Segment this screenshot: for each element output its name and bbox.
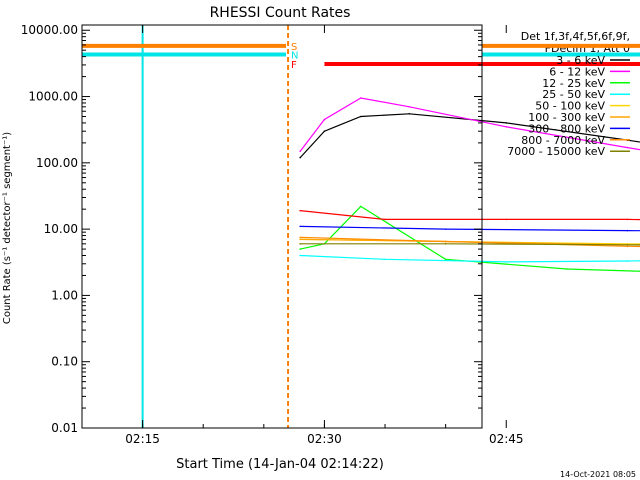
data-point xyxy=(505,218,508,221)
series-line xyxy=(300,238,640,245)
data-point xyxy=(626,244,629,246)
series-line xyxy=(300,243,640,246)
legend-item-label: 100 - 300 keV xyxy=(528,111,605,124)
data-point xyxy=(299,243,301,245)
y-tick-label: 10.00 xyxy=(44,222,78,236)
data-point xyxy=(359,97,362,99)
data-point xyxy=(626,245,629,248)
y-axis-label: Count Rate (s⁻¹ detector⁻¹ segment⁻¹) xyxy=(2,132,13,324)
legend-item-label: 3 - 6 keV xyxy=(556,54,605,67)
y-tick-label: 0.01 xyxy=(51,421,78,435)
timestamp-footer: 14-Oct-2021 08:05 xyxy=(560,470,636,479)
data-point xyxy=(299,254,301,257)
data-point xyxy=(408,112,411,115)
data-point xyxy=(299,238,301,241)
series-line-red xyxy=(300,210,640,221)
y-tick-label: 0.10 xyxy=(51,355,78,369)
data-point xyxy=(408,106,411,108)
data-point xyxy=(323,118,326,121)
data-point xyxy=(626,146,629,149)
legend-item-label: 25 - 50 keV xyxy=(542,88,605,101)
legend-item-label: 800 - 7000 keV xyxy=(521,134,605,147)
y-tick-label: 10000.00 xyxy=(21,23,78,37)
data-point xyxy=(299,236,301,239)
data-point xyxy=(626,218,629,221)
x-tick-label: 02:45 xyxy=(489,432,524,446)
data-point xyxy=(444,243,447,245)
data-point xyxy=(299,209,301,212)
data-point xyxy=(359,205,362,208)
y-tick-label: 1.00 xyxy=(51,288,78,302)
data-point xyxy=(444,258,447,261)
series-line xyxy=(300,225,640,232)
axes: 02:1502:3002:4503:0003:1503:3003:450.010… xyxy=(21,23,524,446)
data-point xyxy=(359,115,362,118)
data-point xyxy=(505,125,508,128)
data-point xyxy=(299,248,301,250)
flag-label: N xyxy=(291,51,298,62)
data-point xyxy=(323,130,326,133)
legend-item-label: 12 - 25 keV xyxy=(542,77,605,90)
data-point xyxy=(444,240,447,243)
series-line xyxy=(300,205,640,272)
plot-area: SNF xyxy=(82,25,640,428)
data-point xyxy=(299,150,301,152)
data-point xyxy=(626,229,629,232)
legend-item-label: 6 - 12 keV xyxy=(549,65,605,78)
data-point xyxy=(505,122,508,124)
series-line xyxy=(300,238,640,246)
series-line xyxy=(300,254,640,263)
x-tick-label: 02:15 xyxy=(125,432,160,446)
x-tick-label: 02:30 xyxy=(307,432,342,446)
data-point xyxy=(299,156,301,159)
plot-frame xyxy=(81,24,483,429)
legend-item-label: 50 - 100 keV xyxy=(535,100,605,113)
legend-header-1: Det 1f,3f,4f,5f,6f,9f, xyxy=(521,30,630,43)
y-tick-label: 1000.00 xyxy=(28,90,78,104)
flag-label: F xyxy=(291,60,297,71)
x-axis-label: Start Time (14-Jan-04 02:14:22) xyxy=(176,457,384,472)
data-point xyxy=(505,261,508,263)
flag-label: S xyxy=(291,42,297,53)
legend-item-label: 300 - 800 keV xyxy=(528,122,605,135)
data-point xyxy=(566,268,568,270)
chart-title: RHESSI Count Rates xyxy=(210,5,351,21)
y-tick-label: 100.00 xyxy=(36,156,78,170)
data-point xyxy=(444,228,447,230)
data-point xyxy=(384,218,386,221)
data-point xyxy=(299,225,301,228)
data-point xyxy=(626,260,629,262)
legend-item-label: 7000 - 15000 keV xyxy=(507,145,605,158)
series-line xyxy=(299,97,640,152)
data-point xyxy=(384,258,386,261)
